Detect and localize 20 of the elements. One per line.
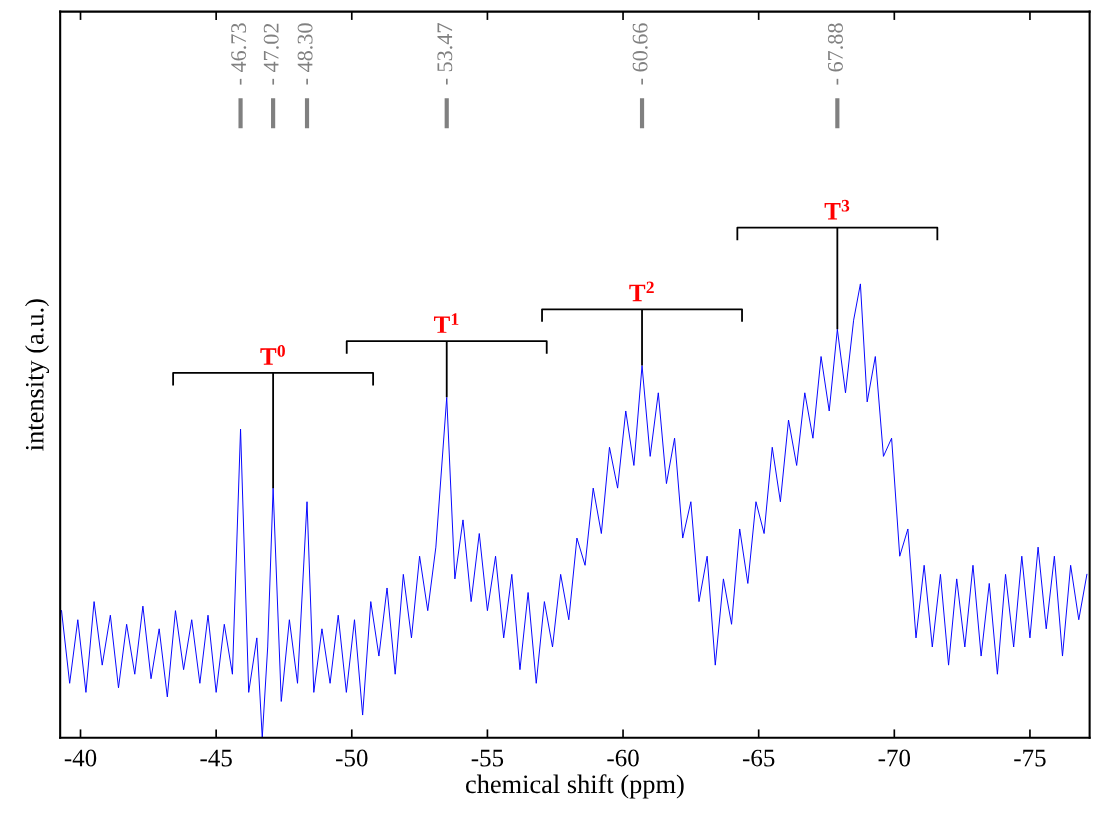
annotation: T$^{1}$ bbox=[433, 313, 459, 333]
x-tick-label: -75 bbox=[1014, 749, 1046, 767]
x-tick-label: -50 bbox=[336, 749, 368, 767]
x-tick-label: -70 bbox=[878, 749, 911, 767]
annotation: T$^{0}$ bbox=[260, 345, 285, 365]
x-axis-title: chemical shift (ppm) bbox=[465, 774, 684, 799]
annotation: - 48.30 bbox=[297, 23, 313, 85]
annotation: T$^{2}$ bbox=[629, 281, 654, 302]
x-tick-label: -45 bbox=[200, 749, 232, 767]
annotation: - 46.73 bbox=[231, 23, 247, 85]
annotation: - 47.02 bbox=[263, 23, 279, 85]
annotation: T$^{3}$ bbox=[824, 199, 850, 220]
x-tick-label: -65 bbox=[742, 749, 775, 767]
annotation: - 53.47 bbox=[437, 23, 453, 85]
annotation: - 60.66 bbox=[632, 23, 648, 85]
y-axis-title: intensity (a.u.) bbox=[25, 299, 50, 451]
annotation: - 67.88 bbox=[827, 23, 844, 85]
x-tick-label: -40 bbox=[64, 749, 97, 767]
x-tick-label: -55 bbox=[471, 749, 504, 767]
x-tick-label: -60 bbox=[607, 749, 639, 767]
